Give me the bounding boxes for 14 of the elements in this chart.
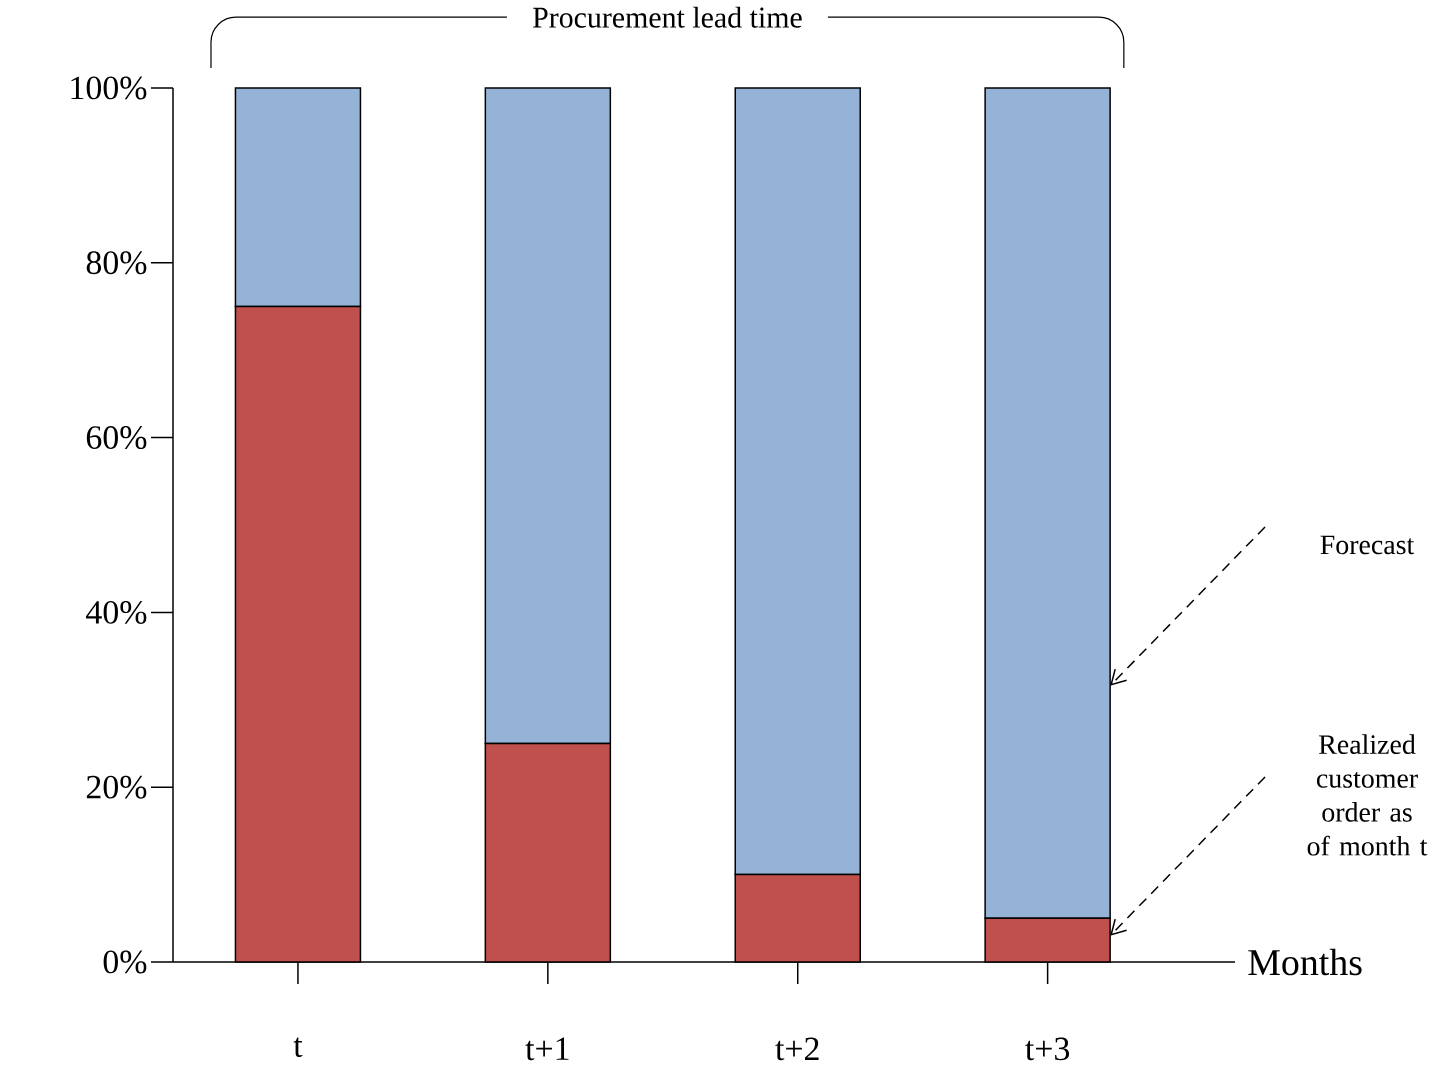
- x-tick-label: t+1: [525, 1037, 569, 1061]
- text: Procurement lead time: [532, 6, 802, 28]
- y-tick-label: 80%: [86, 251, 147, 275]
- y-tick-label: 100%: [71, 76, 147, 100]
- x-tick-label: t+2: [775, 1037, 819, 1061]
- y-tick-label: 20%: [86, 775, 147, 799]
- x-tick-label: t: [293, 1037, 303, 1057]
- y-tick-label: 40%: [86, 600, 147, 624]
- y-tick-label: 0%: [103, 950, 147, 974]
- text: Realized customer order as of month t: [1307, 734, 1428, 856]
- y-tick-label: 60%: [86, 426, 147, 450]
- x-tick-label: t+3: [1025, 1037, 1070, 1061]
- text: Forecast: [1320, 535, 1415, 555]
- x-axis-title: Months: [1248, 948, 1362, 976]
